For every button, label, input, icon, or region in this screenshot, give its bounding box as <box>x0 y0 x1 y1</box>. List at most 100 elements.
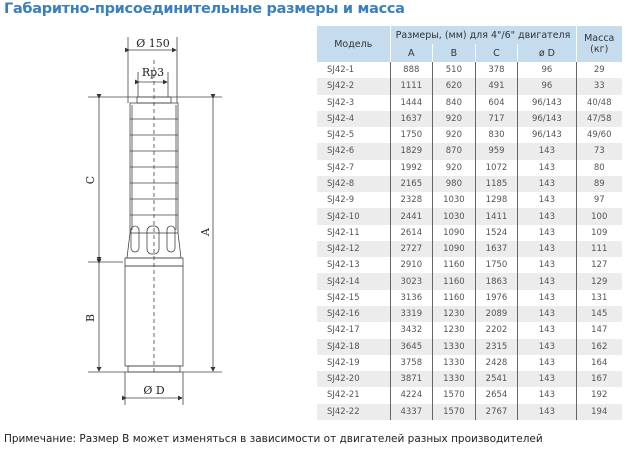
cell-a: 2727 <box>389 240 433 258</box>
cell-mass: 194 <box>575 403 622 420</box>
cell-d: 96/143 <box>517 110 576 128</box>
cell-b: 1570 <box>432 387 476 404</box>
cell-d: 143 <box>517 257 576 274</box>
cell-d: 143 <box>517 289 576 306</box>
cell-mass: 167 <box>575 371 622 388</box>
cell-mass: 147 <box>575 322 622 339</box>
cell-model: SJ42-22 <box>317 403 390 420</box>
cell-model: SJ42-5 <box>327 130 355 141</box>
cell-c: 2654 <box>474 387 518 404</box>
cell-c: 959 <box>474 143 518 160</box>
cell-mass: 40/48 <box>575 94 622 111</box>
table-row: SJ42-16 3319 1230 2089 143 145 <box>317 305 622 323</box>
cell-b: 510 <box>432 62 476 79</box>
cell-c: 2202 <box>474 322 518 339</box>
cell-a: 1750 <box>389 127 433 144</box>
cell-mass: 33 <box>575 78 622 95</box>
cell-b: 1090 <box>432 240 476 258</box>
cell-b: 1160 <box>432 257 476 274</box>
cell-mass: 145 <box>575 305 622 323</box>
table-row: SJ42-22 4337 1570 2767 143 194 <box>317 403 622 420</box>
cell-model: SJ42-10 <box>317 208 390 225</box>
cell-model: SJ42-13 <box>327 260 360 271</box>
dimensions-table: Модель Размеры, (мм) для 4"/6" двигателя… <box>317 26 622 420</box>
cell-mass: 73 <box>575 143 622 160</box>
cell-a: 2165 <box>389 175 433 193</box>
cell-model: SJ42-4 <box>317 110 390 128</box>
cell-b: 1090 <box>432 224 476 241</box>
cell-d: 143 <box>517 354 576 372</box>
cell-mass: 131 <box>575 289 622 306</box>
cell-d: 143 <box>517 322 576 339</box>
cell-c: 1750 <box>474 257 518 274</box>
cell-b: 1230 <box>432 305 476 323</box>
label-dd: Ø D <box>143 384 165 397</box>
cell-a: 1829 <box>389 143 433 160</box>
cell-c: 2428 <box>474 354 518 372</box>
cell-b: 1330 <box>432 371 476 388</box>
cell-a: 888 <box>389 62 433 79</box>
cell-c: 2541 <box>474 371 518 388</box>
table-row: SJ42-10 2441 1030 1411 143 100 <box>317 208 622 225</box>
cell-a: 1111 <box>389 78 433 95</box>
cell-d: 96/143 <box>517 94 576 111</box>
label-rp3: Rp3 <box>142 66 164 79</box>
cell-model: SJ42-20 <box>317 371 390 388</box>
cell-model: SJ42-6 <box>317 143 390 160</box>
cell-c: 1072 <box>474 159 518 176</box>
cell-mass: 100 <box>575 208 622 225</box>
table-row: SJ42-4 1637 920 717 96/143 47/58 <box>317 110 622 128</box>
pump-dimension-drawing: Ø 150 Rp3 C B A Ø D <box>84 37 222 405</box>
cell-model: SJ42-15 <box>327 292 360 303</box>
cell-d: 143 <box>517 224 576 241</box>
cell-d: 96 <box>517 62 576 79</box>
cell-mass: 49/60 <box>575 127 622 144</box>
cell-a: 3136 <box>389 289 433 306</box>
table-row: SJ42-1 888 510 378 96 29 <box>317 62 622 79</box>
table-row: SJ42-21 4224 1570 2654 143 192 <box>317 387 622 404</box>
cell-a: 4224 <box>389 387 433 404</box>
cell-c: 1863 <box>474 273 518 290</box>
cell-a: 2614 <box>389 224 433 241</box>
cell-b: 870 <box>432 143 476 160</box>
cell-mass: 80 <box>575 159 622 176</box>
table-row: SJ42-11 2614 1090 1524 143 109 <box>317 224 622 241</box>
cell-model: SJ42-12 <box>317 240 390 258</box>
cell-a: 3871 <box>389 371 433 388</box>
cell-a: 2910 <box>389 257 433 274</box>
cell-a: 3645 <box>389 338 433 355</box>
cell-b: 1030 <box>432 192 476 209</box>
cell-b: 1160 <box>432 289 476 306</box>
header-mass: Масса (кг) <box>575 26 622 62</box>
cell-a: 4337 <box>389 403 433 420</box>
table-row: SJ42-2 1111 620 491 96 33 <box>317 78 622 95</box>
label-c: C <box>84 176 97 184</box>
table-row: SJ42-9 2328 1030 1298 143 97 <box>317 192 622 209</box>
cell-a: 1444 <box>389 94 433 111</box>
cell-b: 1030 <box>432 208 476 225</box>
cell-b: 980 <box>432 175 476 193</box>
table-row: SJ42-17 3432 1230 2202 143 147 <box>317 322 622 339</box>
table-row: SJ42-19 3758 1330 2428 143 164 <box>317 354 622 372</box>
cell-model: SJ42-21 <box>327 390 360 401</box>
cell-model: SJ42-7 <box>327 162 355 173</box>
cell-d: 143 <box>517 240 576 258</box>
cell-mass: 111 <box>575 240 622 258</box>
cell-c: 1976 <box>474 289 518 306</box>
cell-b: 920 <box>432 127 476 144</box>
cell-d: 143 <box>517 143 576 160</box>
header-d: ø D <box>517 44 576 62</box>
cell-mass: 192 <box>575 387 622 404</box>
cell-b: 1330 <box>432 338 476 355</box>
cell-mass: 129 <box>575 273 622 290</box>
table-row: SJ42-6 1829 870 959 143 73 <box>317 143 622 160</box>
cell-c: 378 <box>474 62 518 79</box>
cell-model: SJ42-9 <box>327 195 355 206</box>
cell-a: 3432 <box>389 322 433 339</box>
cell-a: 2441 <box>389 208 433 225</box>
table-row: SJ42-13 2910 1160 1750 143 127 <box>317 257 622 274</box>
cell-b: 620 <box>432 78 476 95</box>
cell-c: 1637 <box>474 240 518 258</box>
header-dimensions: Размеры, (мм) для 4"/6" двигателя <box>389 26 576 44</box>
header-model: Модель <box>317 26 390 62</box>
